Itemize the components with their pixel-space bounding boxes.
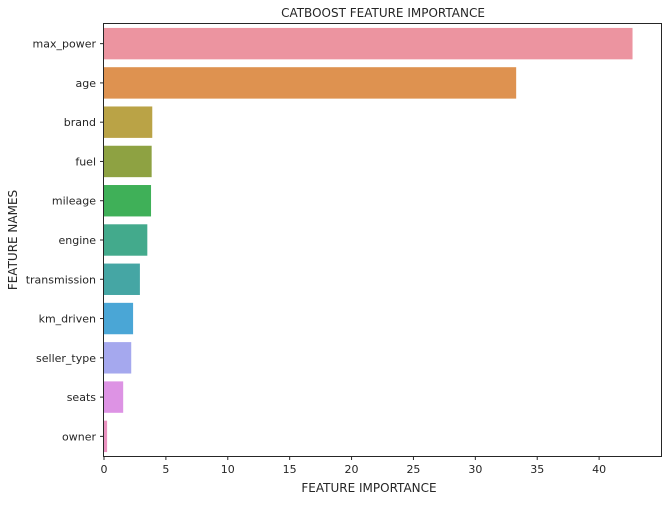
y-tick-label: mileage (52, 195, 96, 208)
y-tick-label: km_driven (39, 313, 96, 326)
bar-age (104, 67, 517, 99)
y-tick-label: engine (58, 234, 96, 247)
y-tick-label: max_power (33, 38, 97, 51)
bar-mileage (104, 185, 152, 217)
x-tick-label: 40 (592, 463, 606, 476)
bar-transmission (104, 263, 140, 295)
bar-max_power (104, 27, 633, 60)
x-tick-label: 10 (221, 463, 235, 476)
x-tick-label: 0 (101, 463, 108, 476)
y-tick-label: seats (67, 391, 97, 404)
y-tick-label: brand (64, 116, 96, 129)
x-axis-label: FEATURE IMPORTANCE (301, 481, 436, 495)
y-tick-label: fuel (75, 155, 96, 168)
x-tick-label: 5 (162, 463, 169, 476)
y-tick-label: transmission (26, 273, 96, 286)
bar-fuel (104, 145, 152, 178)
bar-brand (104, 106, 153, 138)
y-tick-label: owner (62, 430, 96, 443)
x-tick-label: 20 (345, 463, 359, 476)
bar-km_driven (104, 302, 134, 335)
x-tick-label: 25 (406, 463, 420, 476)
plot-frame (103, 23, 662, 457)
y-axis-label: FEATURE NAMES (6, 190, 20, 290)
y-tick-label: age (76, 77, 97, 90)
y-tick-label: seller_type (36, 352, 96, 365)
x-tick-label: 35 (530, 463, 544, 476)
bar-seats (104, 381, 124, 413)
bars-layer (104, 27, 633, 453)
x-tick-label: 15 (283, 463, 297, 476)
bar-owner (104, 420, 108, 453)
x-tick-label: 30 (468, 463, 482, 476)
chart-title: CATBOOST FEATURE IMPORTANCE (281, 6, 485, 20)
x-tick-layer: 0 5 10 15 20 25 30 35 40 (101, 456, 606, 476)
bar-engine (104, 224, 148, 256)
bar-seller_type (104, 342, 132, 374)
